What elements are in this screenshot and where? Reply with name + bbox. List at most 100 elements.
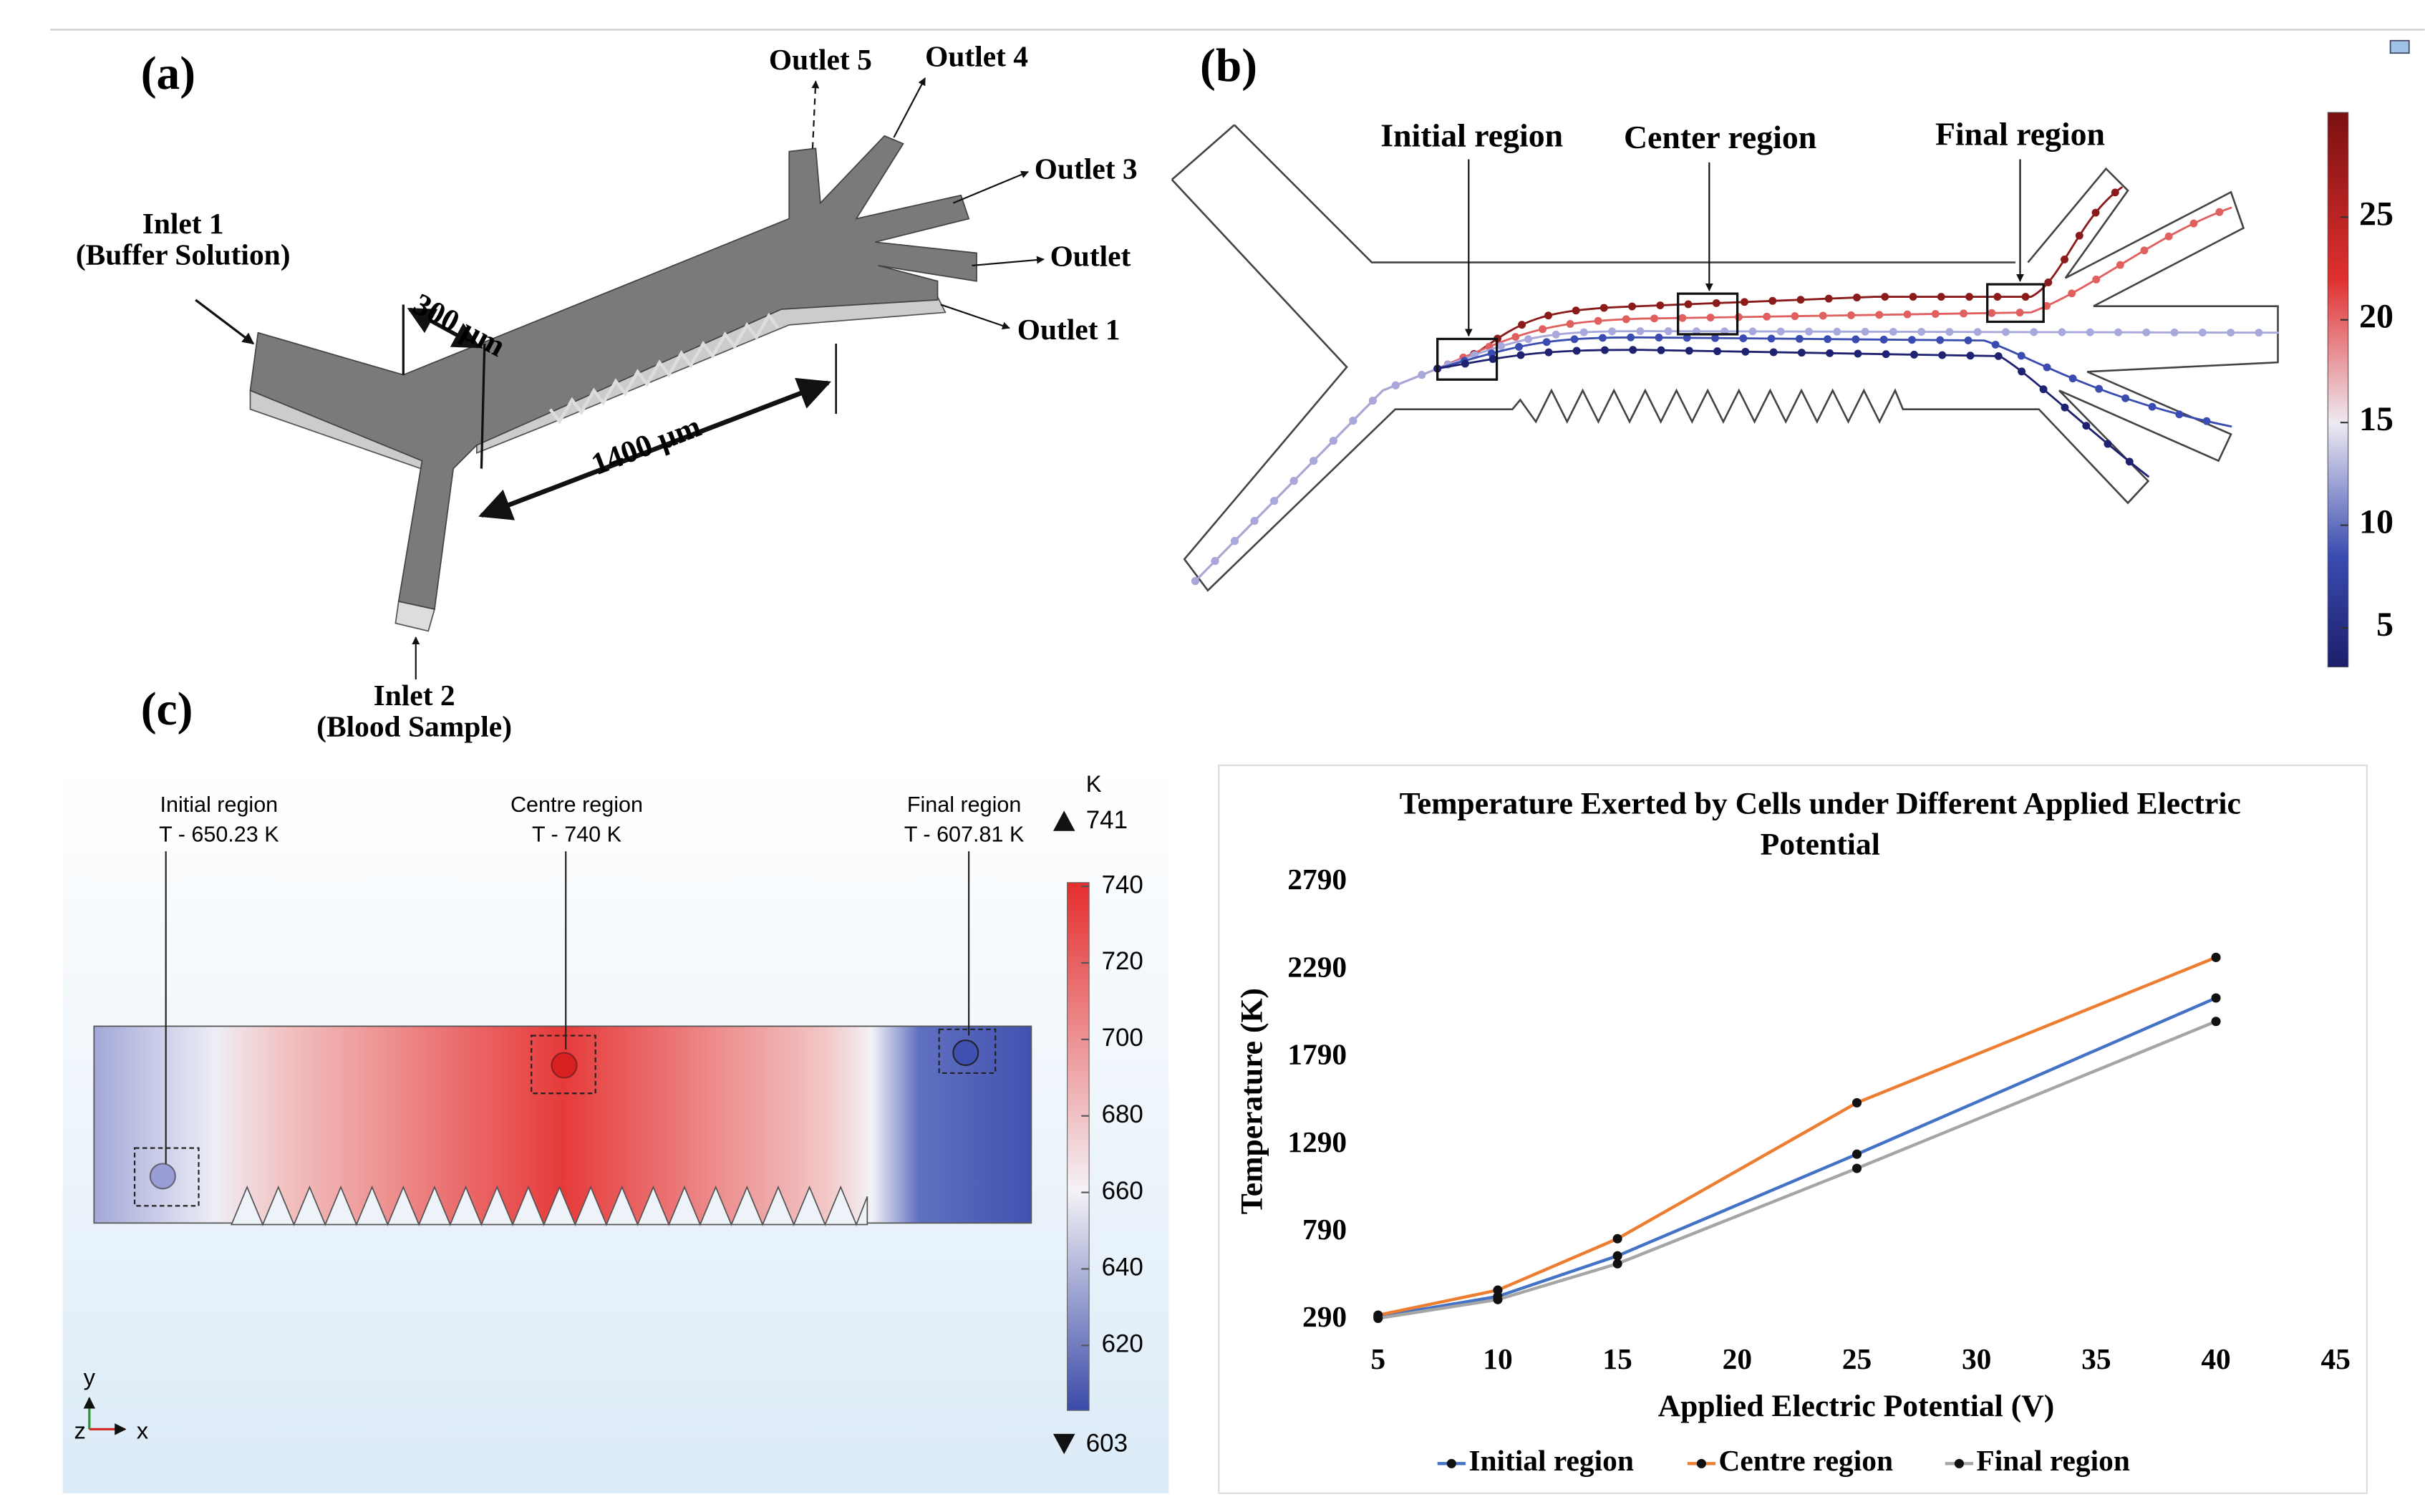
colorbar-ticks: 5 10 15 20 25: [2340, 195, 2393, 644]
y-tick-label: 2790: [1287, 863, 1347, 896]
x-tick-label: 10: [1483, 1342, 1512, 1375]
x-tick-label: 30: [1962, 1342, 1991, 1375]
panel-c: (c) Initial region T - 650.23 K Centre r…: [62, 684, 1169, 1493]
data-point: [1373, 1313, 1383, 1323]
icon: [2389, 39, 2410, 54]
colorbar-ticks: 740 720 700 680 660 640 620: [1081, 871, 1143, 1358]
colorbar-tick-label: 640: [1102, 1254, 1143, 1281]
channel-outline: [1171, 124, 2279, 592]
panel-label: (a): [141, 48, 195, 100]
colorbar-tick-label: 660: [1102, 1177, 1143, 1205]
data-point: [1852, 1163, 1862, 1173]
data-point: [2211, 952, 2221, 962]
chart-title-box: Temperature Exerted by Cells under Diffe…: [1399, 787, 2241, 863]
inlet-label: (Buffer Solution): [76, 238, 291, 272]
data-point: [1612, 1251, 1622, 1261]
data-point: [1493, 1294, 1503, 1304]
x-tick-label: 40: [2201, 1342, 2230, 1375]
region-label: Final region: [1935, 116, 2105, 152]
legend-marker: [1446, 1458, 1456, 1468]
channel-body: [249, 135, 977, 610]
legend-label: Initial region: [1468, 1444, 1634, 1477]
arrow: [195, 299, 255, 345]
legend-label: Final region: [1976, 1444, 2130, 1477]
y-tick-label: 1290: [1287, 1125, 1347, 1158]
inlet-label: Inlet 2: [374, 679, 455, 712]
colorbar-tick-label: 720: [1102, 947, 1143, 975]
axis-name: x: [137, 1417, 149, 1443]
outlet-label: Outlet 1: [1017, 313, 1120, 346]
min-triangle: [1052, 1433, 1075, 1455]
inlet-label: Inlet 1: [142, 207, 224, 240]
max-triangle: [1052, 810, 1075, 831]
data-point: [2211, 993, 2221, 1003]
colorbar-unit: K: [1086, 770, 1102, 797]
data-point: [1493, 1285, 1503, 1295]
data-point: [1612, 1234, 1622, 1244]
axis-name: z: [74, 1417, 86, 1443]
x-tick-label: 25: [1842, 1342, 1872, 1375]
axis-name: y: [84, 1364, 96, 1390]
colorbar-tick-label: 10: [2359, 503, 2393, 541]
colorbar-tick-label: 20: [2359, 298, 2393, 336]
arrow: [811, 80, 820, 149]
x-tick-label: 5: [1370, 1342, 1385, 1375]
chart-frame: [1218, 765, 2368, 1494]
legend-marker: [1954, 1458, 1964, 1468]
region-temperature: T - 740 K: [532, 822, 622, 846]
legend-marker: [1696, 1458, 1706, 1468]
outlet-label: Outlet 5: [769, 43, 872, 76]
data-point: [1852, 1149, 1862, 1159]
region-label: Final region: [907, 793, 1022, 817]
y-tick-label: 790: [1302, 1213, 1347, 1246]
panel-a: (a) 300 µm 1400 µm Outlet 5 Outlet 4 Out…: [76, 39, 1138, 743]
colorbar-tick-label: 5: [2376, 606, 2393, 644]
region-label: Initial region: [1380, 117, 1563, 154]
inlet-label: (Blood Sample): [316, 709, 512, 743]
cell: [952, 1040, 979, 1067]
outlet-label: Outlet 3: [1035, 152, 1138, 185]
leader-lines: [165, 851, 970, 1164]
region-temperature: T - 607.81 K: [904, 822, 1025, 846]
outlet-label: Outlet 4: [925, 39, 1028, 72]
data-point: [2211, 1017, 2221, 1027]
data-point: [1612, 1259, 1622, 1269]
colorbar-tick-label: 15: [2359, 400, 2393, 438]
x-tick-label: 20: [1723, 1342, 1752, 1375]
panel-label: (b): [1200, 40, 1257, 92]
x-tick-label: 35: [2081, 1342, 2111, 1375]
cell: [551, 1052, 578, 1079]
data-point: [1852, 1097, 1862, 1108]
colorbar-tick-label: 700: [1102, 1024, 1143, 1052]
y-tick-label: 1790: [1287, 1038, 1347, 1071]
dimension-arrow: [478, 377, 832, 520]
legend-label: Centre region: [1718, 1444, 1893, 1477]
region-box: [1436, 337, 1499, 381]
colorbar-tick-label: 740: [1102, 871, 1143, 898]
dimension-label: 1400 µm: [586, 409, 705, 482]
arrow: [972, 256, 1045, 266]
region-label: Initial region: [160, 793, 279, 817]
x-axis-label: Applied Electric Potential (V): [1658, 1389, 2055, 1423]
colorbar: [1067, 882, 1090, 1411]
colorbar-max: 741: [1086, 806, 1128, 834]
region-temperature: T - 650.23 K: [159, 822, 279, 846]
outlet-label: Outlet: [1050, 240, 1131, 273]
panel-label: (c): [141, 684, 193, 735]
trajectory-dots: [1191, 183, 2126, 586]
region-label: Centre region: [510, 793, 643, 817]
region-label: Center region: [1624, 119, 1816, 155]
y-tick-label: 290: [1302, 1300, 1347, 1333]
colorbar-min: 603: [1086, 1429, 1128, 1457]
y-tick-label: 2290: [1287, 950, 1347, 983]
dimension-arrow: [407, 307, 481, 349]
arrow: [893, 77, 926, 138]
y-axis-label: Temperature (K): [1234, 988, 1269, 1214]
colorbar-tick-label: 620: [1102, 1330, 1143, 1358]
region-box: [1677, 292, 1739, 336]
region-box: [1986, 283, 2045, 324]
chart-title: Temperature Exerted by Cells under Diffe…: [1399, 787, 2241, 863]
arrow: [940, 304, 1010, 330]
